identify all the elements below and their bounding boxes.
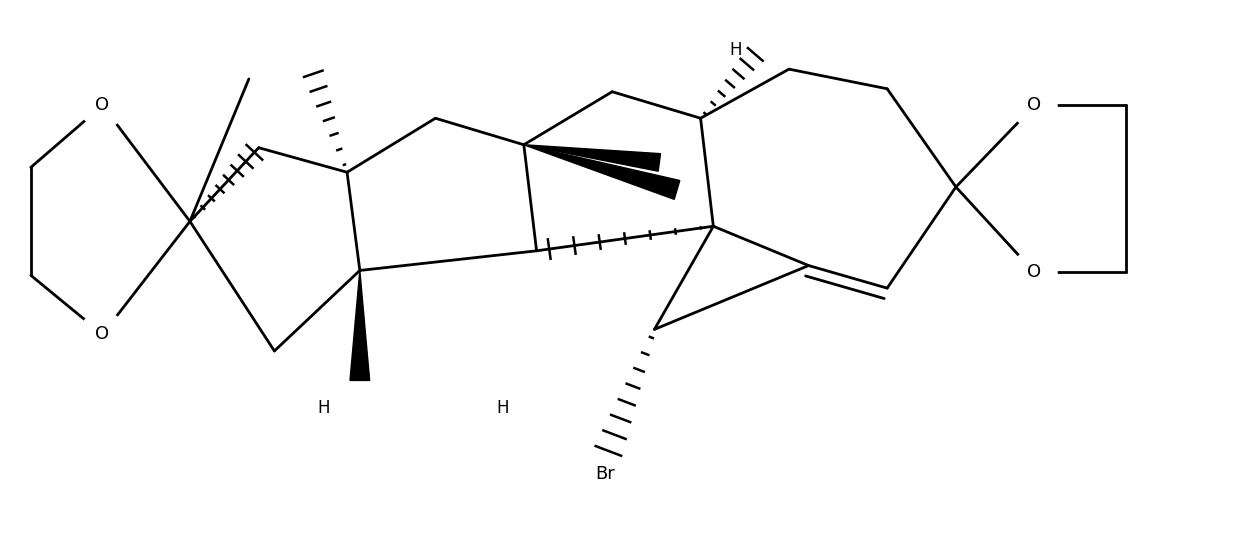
Text: H: H	[730, 41, 743, 58]
Polygon shape	[523, 145, 680, 199]
Text: Br: Br	[596, 465, 616, 483]
Text: H: H	[318, 399, 330, 417]
Text: H: H	[496, 399, 508, 417]
Circle shape	[80, 312, 125, 357]
Polygon shape	[350, 271, 370, 381]
Text: O: O	[96, 96, 110, 115]
Text: O: O	[1028, 96, 1042, 115]
Circle shape	[1012, 250, 1057, 295]
Text: O: O	[96, 325, 110, 343]
Circle shape	[80, 83, 125, 128]
Polygon shape	[523, 145, 660, 171]
Text: O: O	[1028, 263, 1042, 281]
Circle shape	[1012, 83, 1057, 128]
